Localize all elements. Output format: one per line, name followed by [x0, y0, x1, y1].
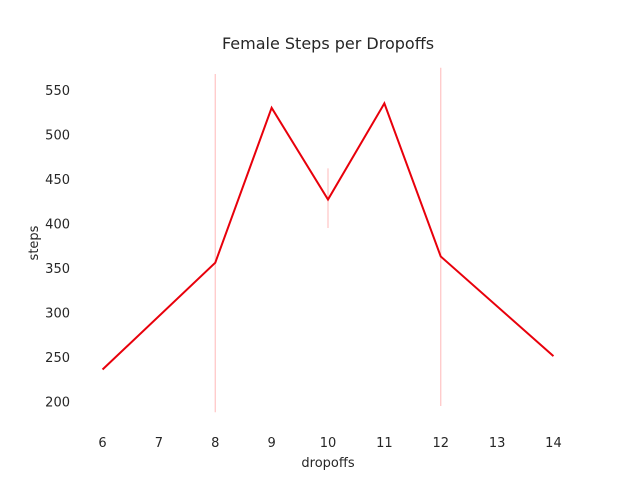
x-tick-label: 10: [320, 436, 337, 451]
series-line: [101, 101, 555, 371]
x-axis-ticks: 6 7 8 9 10 11 12 13 14: [98, 436, 561, 451]
y-tick-label: 450: [45, 173, 70, 188]
x-tick-label: 9: [267, 436, 275, 451]
x-axis-label: dropoffs: [301, 456, 354, 471]
x-tick-label: 11: [376, 436, 393, 451]
x-tick-label: 13: [489, 436, 506, 451]
y-axis-ticks: 200 250 300 350 400 450 500 550: [45, 84, 70, 410]
y-tick-label: 300: [45, 307, 70, 322]
x-tick-label: 7: [155, 436, 163, 451]
y-tick-label: 400: [45, 218, 70, 233]
x-tick-label: 14: [545, 436, 562, 451]
x-tick-label: 6: [98, 436, 106, 451]
y-tick-label: 350: [45, 262, 70, 277]
chart-title: Female Steps per Dropoffs: [222, 34, 434, 53]
y-tick-label: 550: [45, 84, 70, 99]
y-tick-label: 250: [45, 351, 70, 366]
error-bars: [214, 67, 442, 413]
plot-area: [101, 67, 555, 413]
y-tick-label: 200: [45, 396, 70, 411]
y-tick-label: 500: [45, 129, 70, 144]
x-tick-label: 8: [211, 436, 219, 451]
x-tick-label: 12: [432, 436, 449, 451]
y-axis-label: steps: [27, 225, 42, 260]
